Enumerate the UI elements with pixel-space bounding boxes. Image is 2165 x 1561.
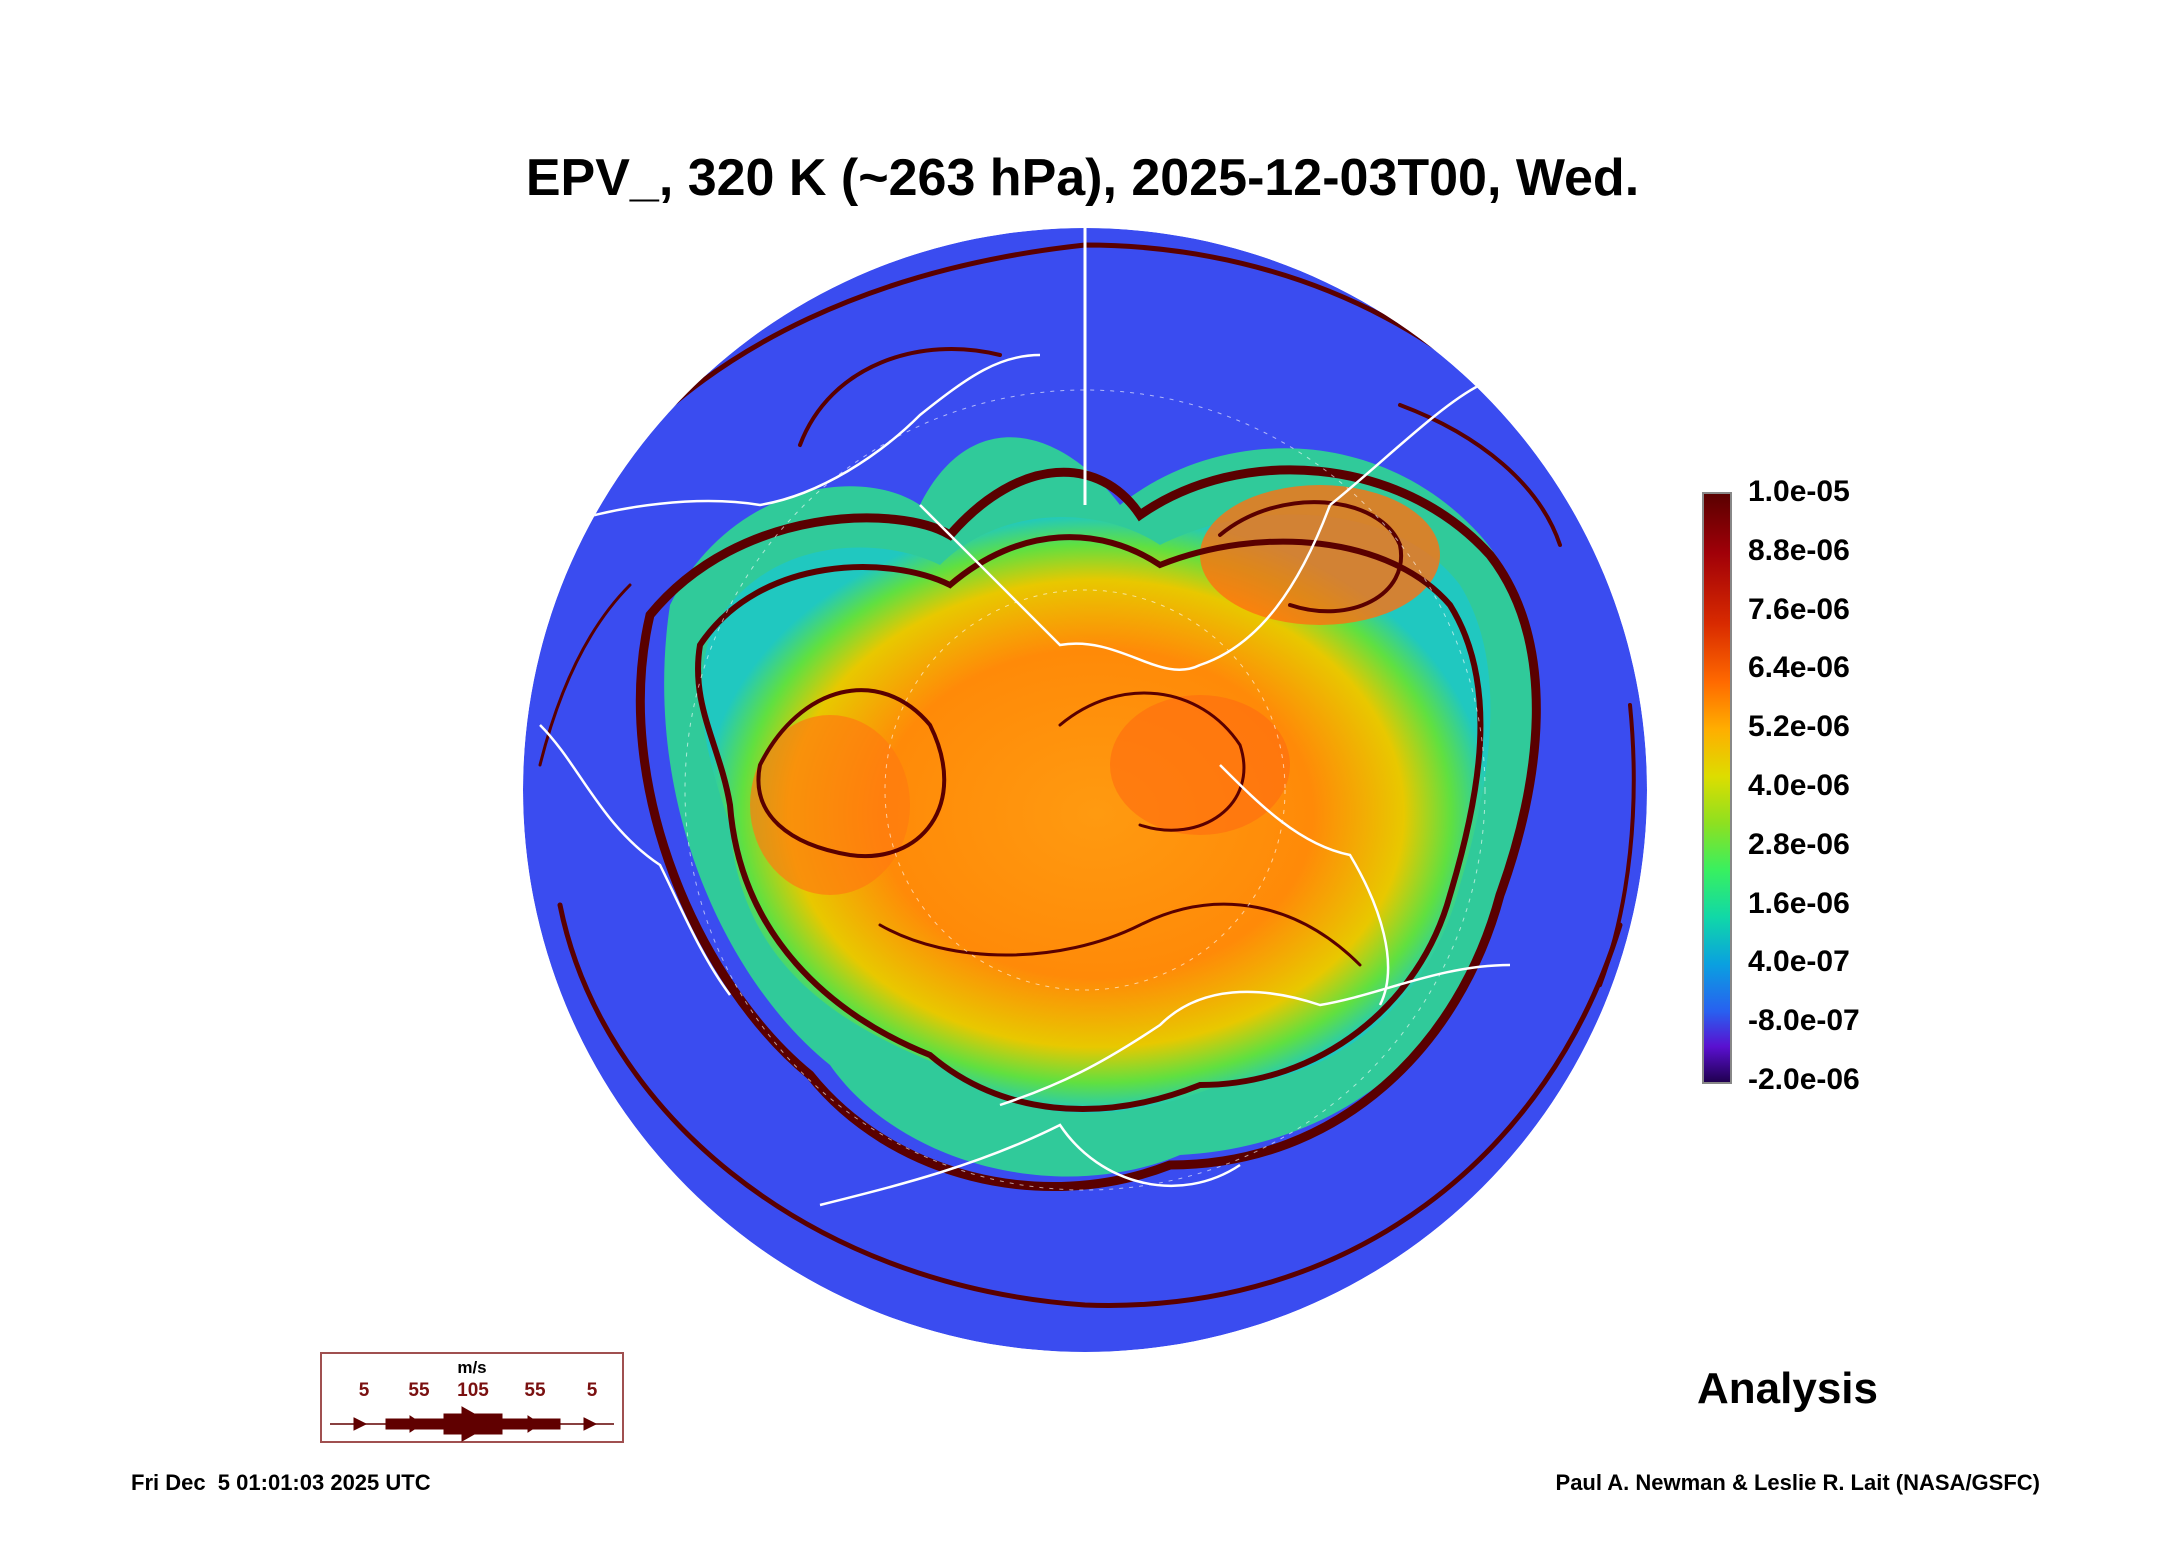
wind-speed-label: 105 (457, 1380, 489, 1401)
plot-title: EPV_, 320 K (~263 hPa), 2025-12-03T00, W… (525, 149, 1640, 207)
coastlines (539, 353, 1622, 1207)
colorbar-tick-label: 4.0e-07 (1748, 945, 1850, 978)
wind-arrow-scale-icon (330, 1406, 614, 1442)
footer-timestamp: Fri Dec 5 01:01:03 2025 UTC (131, 1470, 431, 1495)
wind-speed-label: 5 (586, 1380, 598, 1401)
colorbar-tick-label: 1.6e-06 (1748, 887, 1850, 920)
colorbar-tick-label: -2.0e-06 (1748, 1063, 1860, 1096)
wind-speed-label: 55 (408, 1380, 430, 1401)
pv-high-region (701, 514, 1491, 1113)
colorbar-tick-label: -8.0e-07 (1748, 1004, 1860, 1037)
wind-unit-label: m/s (457, 1358, 487, 1377)
colorbar-tick-label: 7.6e-06 (1748, 593, 1850, 626)
wind-streamlines (538, 242, 1636, 1308)
colorbar-tick-label: 4.0e-06 (1748, 769, 1850, 802)
colorbar-tick-label: 1.0e-05 (1748, 475, 1850, 508)
colorbar-tick-label: 8.8e-06 (1748, 534, 1850, 567)
colorbar-tick-label: 5.2e-06 (1748, 710, 1850, 743)
polar-stereographic-map (523, 228, 1647, 1352)
colorbar-tick-label: 6.4e-06 (1748, 651, 1850, 684)
wind-speed-label: 5 (358, 1380, 370, 1401)
wind-speed-label: 55 (524, 1380, 546, 1401)
analysis-label: Analysis (1697, 1364, 1878, 1413)
colorbar-tick-label: 2.8e-06 (1748, 828, 1850, 861)
footer-credit: Paul A. Newman & Leslie R. Lait (NASA/GS… (1555, 1470, 2040, 1495)
wind-speed-legend: m/s 5 55 105 55 5 (320, 1352, 624, 1443)
colorbar (1702, 492, 1732, 1084)
